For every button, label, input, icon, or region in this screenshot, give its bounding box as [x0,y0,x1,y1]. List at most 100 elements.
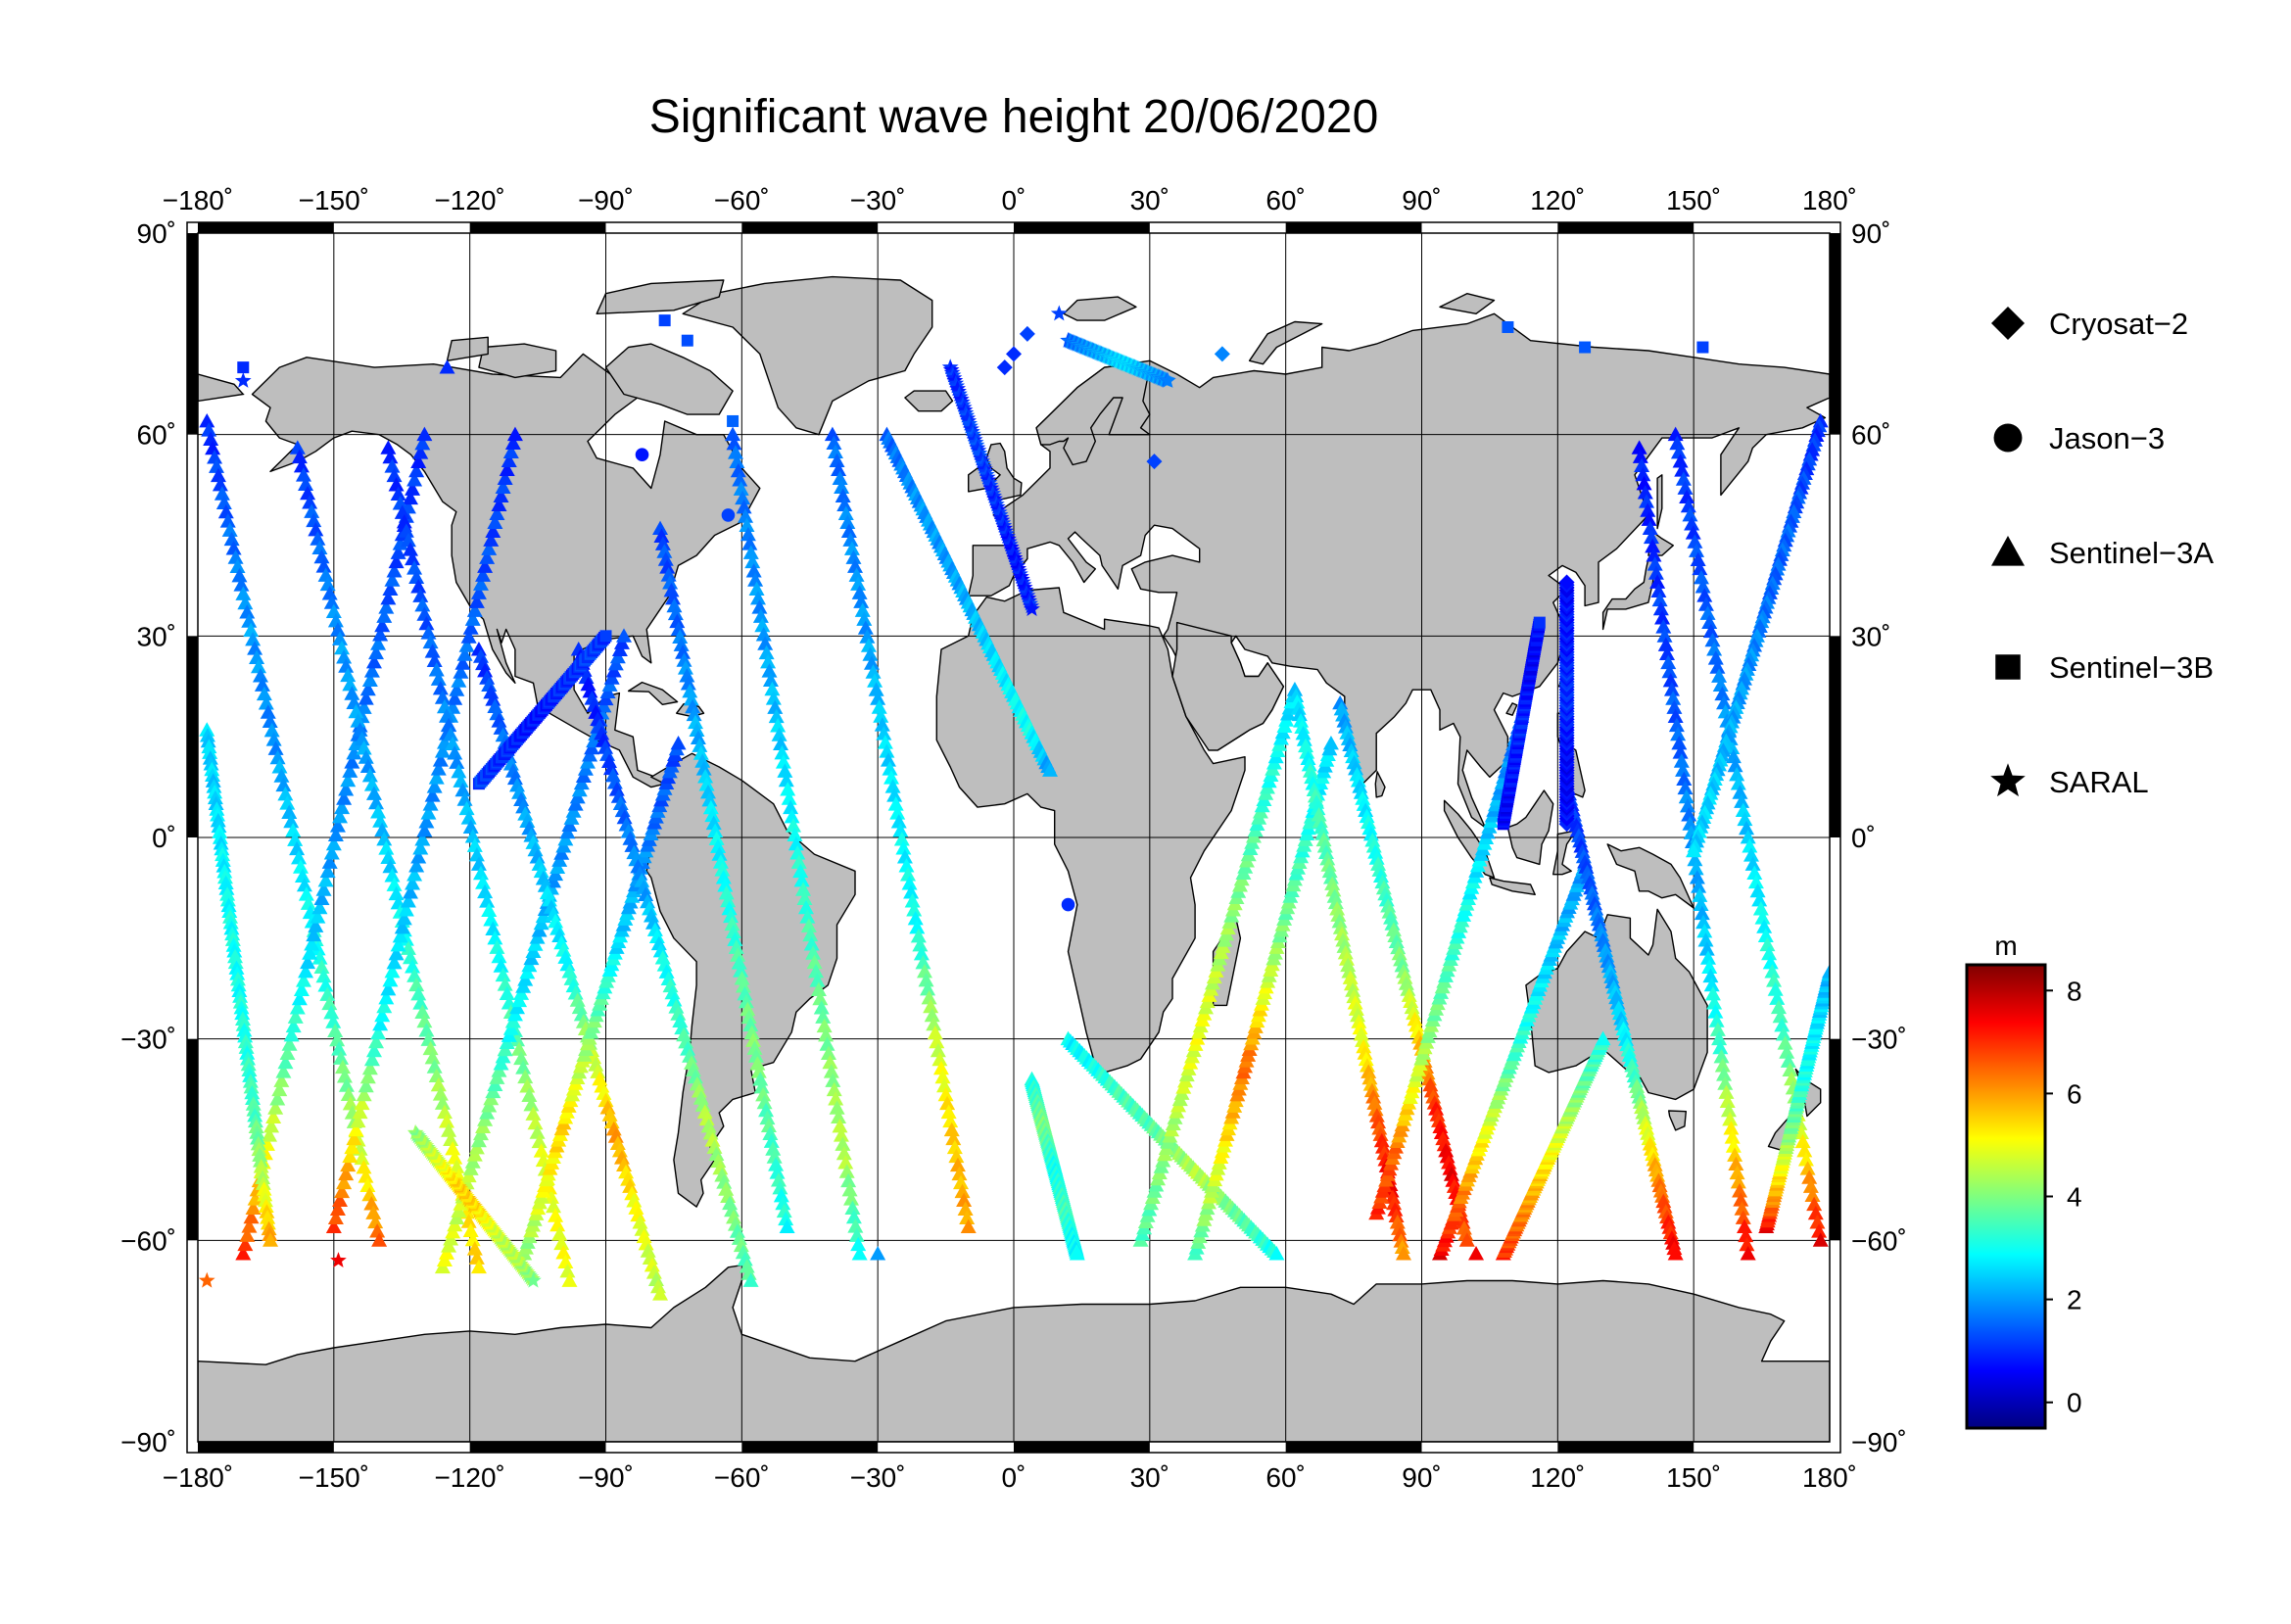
track-point [678,1034,694,1049]
track-point [295,973,311,987]
track-point [1640,502,1656,517]
track-point [325,603,342,619]
track-point [1703,977,1720,992]
track-point [758,645,775,660]
track-point [860,638,877,652]
track-point [1702,623,1719,639]
track-point [392,496,408,510]
track-point [1346,988,1362,1004]
severnaya-zemlya-land [1439,293,1496,314]
track-point [489,505,505,520]
track-point [441,717,457,733]
track-point [835,1145,852,1161]
track-point [822,1054,838,1070]
track-point [620,1171,637,1186]
track-point [685,698,701,714]
track-point [215,495,232,509]
track-point [744,553,761,569]
track-point [529,849,546,864]
track-point [682,684,698,698]
track-point [745,563,762,578]
track-point [688,714,704,730]
track-point [1742,838,1758,853]
track-point [1313,819,1330,835]
track-point [543,899,559,914]
track-point [953,1174,970,1190]
track-point [201,422,217,437]
track-point [1772,1008,1789,1024]
track-point [1348,1001,1364,1016]
track-point [792,863,809,879]
track-point [424,1050,441,1065]
track-point [1725,1138,1742,1153]
track-point [260,704,276,719]
track-point [1742,847,1759,862]
track-point [1316,838,1333,853]
track-point [449,754,465,769]
track-point [890,814,907,829]
track-point [1770,999,1787,1015]
track-point [1757,928,1774,942]
track-point [336,790,353,805]
track-point [1740,830,1756,844]
track-point [1334,926,1351,941]
track-point [750,1064,767,1078]
track-point [643,908,659,923]
track-point [1720,1102,1737,1118]
track-point [304,936,320,951]
chukotka-land [198,373,245,403]
track-point [295,467,311,482]
track-point [747,1048,764,1063]
track-point [277,1054,294,1070]
track-point [428,770,445,785]
track-point [406,560,423,575]
track-point [660,971,677,985]
track-point [582,684,598,698]
track-point [306,927,322,942]
track-point [715,870,732,884]
observation-point [330,1252,347,1267]
track-point [712,854,729,869]
bottom-lon-label: 60˚ [1265,1462,1305,1493]
track-point [267,1100,284,1115]
track-point [472,648,489,663]
track-point [561,964,578,979]
track-point [829,453,845,468]
track-point [1767,981,1784,996]
track-point [356,699,372,714]
track-point [657,551,674,566]
track-point [247,1191,263,1206]
track-point [1042,762,1059,777]
track-point [1533,616,1546,629]
track-point [443,1131,459,1147]
track-point [241,613,258,628]
track-point [1293,713,1310,728]
bottom-lon-label: −30˚ [850,1462,906,1493]
observation-point [1050,305,1068,321]
track-point [390,486,406,502]
track-point [787,827,803,841]
bottom-lon-label: 180˚ [1802,1462,1857,1493]
track-point [400,893,416,908]
legend-label: Sentinel−3B [2049,650,2214,685]
track-point [1667,1246,1684,1261]
track-point [1673,753,1690,768]
track-point [527,1115,544,1130]
track-point [777,763,793,778]
track-point [892,823,909,837]
track-point [640,1243,656,1258]
track-point [537,878,553,892]
track-point [396,513,412,529]
track-point [1738,1227,1754,1243]
track-point [219,513,236,528]
track-point [717,878,734,892]
track-point [1777,1035,1793,1050]
track-point [818,1027,835,1042]
track-point [1659,645,1676,661]
track-point [412,445,429,459]
track-point [772,1180,788,1195]
track-point [464,1231,481,1247]
track-point [1762,954,1779,970]
track-point [271,759,288,774]
track-point [470,1259,487,1274]
